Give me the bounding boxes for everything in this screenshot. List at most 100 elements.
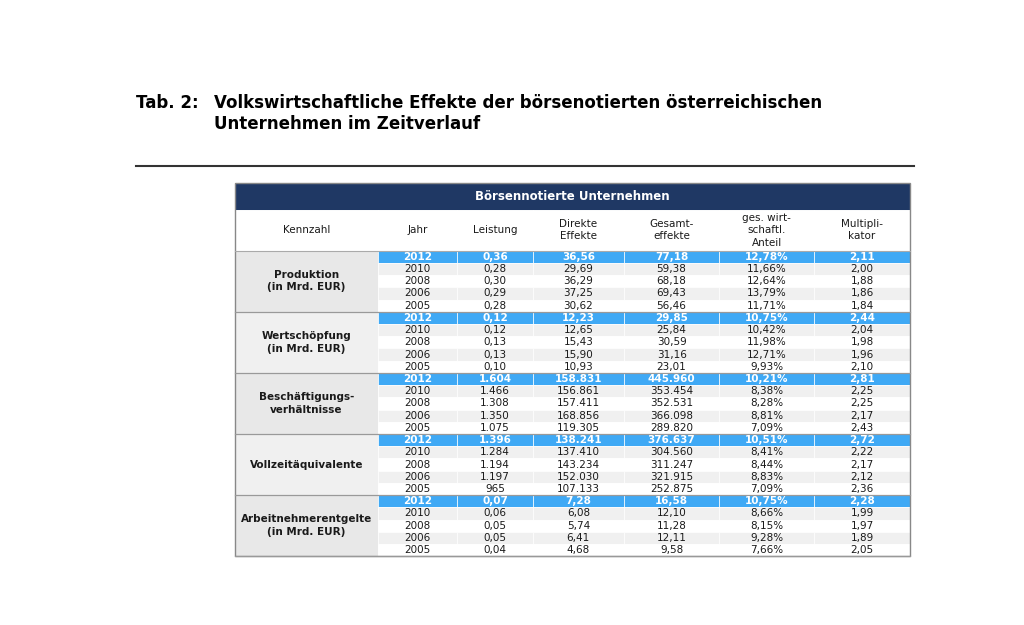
- Bar: [624, 361, 719, 373]
- Text: 1,99: 1,99: [851, 509, 873, 519]
- Text: 2,28: 2,28: [849, 496, 874, 506]
- Bar: [378, 263, 458, 275]
- Text: 2012: 2012: [403, 435, 432, 445]
- Text: Börsennotierte Unternehmen: Börsennotierte Unternehmen: [475, 190, 670, 203]
- Bar: [624, 385, 719, 398]
- Text: 2,81: 2,81: [849, 374, 874, 384]
- Text: 12,65: 12,65: [563, 325, 593, 335]
- Bar: [378, 385, 458, 398]
- Bar: [814, 251, 909, 263]
- Text: 2,25: 2,25: [851, 399, 873, 409]
- Bar: [814, 519, 909, 532]
- Bar: [719, 544, 814, 556]
- Text: 77,18: 77,18: [655, 252, 688, 262]
- Text: 10,75%: 10,75%: [745, 313, 788, 323]
- Bar: [624, 349, 719, 361]
- Text: 16,58: 16,58: [655, 496, 688, 506]
- Bar: [236, 183, 909, 210]
- Bar: [719, 299, 814, 312]
- Bar: [378, 361, 458, 373]
- Text: 2008: 2008: [404, 276, 431, 286]
- Text: 11,28: 11,28: [656, 521, 686, 531]
- Text: ges. wirt-
schaftl.
Anteil: ges. wirt- schaftl. Anteil: [742, 213, 792, 248]
- Bar: [624, 288, 719, 299]
- Text: 9,93%: 9,93%: [751, 362, 783, 372]
- Text: 1,97: 1,97: [851, 521, 873, 531]
- Bar: [458, 299, 532, 312]
- Bar: [814, 373, 909, 385]
- Bar: [624, 299, 719, 312]
- Text: 25,84: 25,84: [656, 325, 686, 335]
- Bar: [532, 409, 624, 422]
- Text: 2005: 2005: [404, 362, 431, 372]
- Bar: [624, 251, 719, 263]
- Bar: [719, 495, 814, 508]
- Text: 1.075: 1.075: [480, 423, 510, 433]
- Text: 2012: 2012: [403, 313, 432, 323]
- Text: 69,43: 69,43: [656, 289, 686, 299]
- Bar: [532, 519, 624, 532]
- Text: 2,05: 2,05: [851, 545, 873, 555]
- Bar: [719, 434, 814, 446]
- Bar: [719, 446, 814, 459]
- Bar: [458, 434, 532, 446]
- Bar: [236, 210, 378, 251]
- Bar: [624, 324, 719, 336]
- Bar: [719, 210, 814, 251]
- Bar: [719, 519, 814, 532]
- Text: Jahr: Jahr: [408, 225, 428, 235]
- Bar: [532, 349, 624, 361]
- Text: 2005: 2005: [404, 545, 431, 555]
- Bar: [532, 251, 624, 263]
- Bar: [814, 361, 909, 373]
- Text: 0,30: 0,30: [483, 276, 507, 286]
- Text: 2008: 2008: [404, 338, 431, 348]
- Bar: [719, 422, 814, 434]
- Bar: [532, 263, 624, 275]
- Text: 2,36: 2,36: [851, 484, 873, 494]
- Bar: [458, 288, 532, 299]
- Text: 143.234: 143.234: [557, 459, 600, 469]
- Bar: [458, 483, 532, 495]
- Text: 304.560: 304.560: [650, 448, 693, 458]
- Bar: [532, 210, 624, 251]
- Bar: [624, 483, 719, 495]
- Bar: [378, 459, 458, 471]
- Bar: [719, 398, 814, 409]
- Bar: [719, 532, 814, 544]
- Text: 12,71%: 12,71%: [746, 349, 786, 359]
- Bar: [378, 495, 458, 508]
- Bar: [624, 275, 719, 288]
- Text: 37,25: 37,25: [563, 289, 593, 299]
- Bar: [378, 544, 458, 556]
- Bar: [814, 263, 909, 275]
- Bar: [458, 349, 532, 361]
- Text: 2006: 2006: [404, 411, 431, 421]
- Bar: [814, 275, 909, 288]
- Bar: [458, 495, 532, 508]
- Text: 2,00: 2,00: [851, 264, 873, 274]
- Text: 321.915: 321.915: [650, 472, 693, 482]
- Bar: [458, 263, 532, 275]
- Bar: [532, 299, 624, 312]
- Text: 29,69: 29,69: [563, 264, 593, 274]
- Text: 1,98: 1,98: [851, 338, 873, 348]
- Text: 2010: 2010: [404, 264, 431, 274]
- Text: 168.856: 168.856: [557, 411, 600, 421]
- Bar: [458, 532, 532, 544]
- Text: 2,17: 2,17: [851, 411, 873, 421]
- Bar: [719, 471, 814, 483]
- Text: 12,11: 12,11: [656, 533, 686, 543]
- Text: 2008: 2008: [404, 459, 431, 469]
- Bar: [458, 544, 532, 556]
- Text: 2006: 2006: [404, 289, 431, 299]
- Text: 2,44: 2,44: [849, 313, 876, 323]
- Bar: [719, 288, 814, 299]
- Bar: [624, 210, 719, 251]
- Text: 59,38: 59,38: [656, 264, 686, 274]
- Bar: [532, 483, 624, 495]
- Bar: [532, 312, 624, 324]
- Bar: [719, 336, 814, 349]
- Bar: [378, 398, 458, 409]
- Text: 7,66%: 7,66%: [751, 545, 783, 555]
